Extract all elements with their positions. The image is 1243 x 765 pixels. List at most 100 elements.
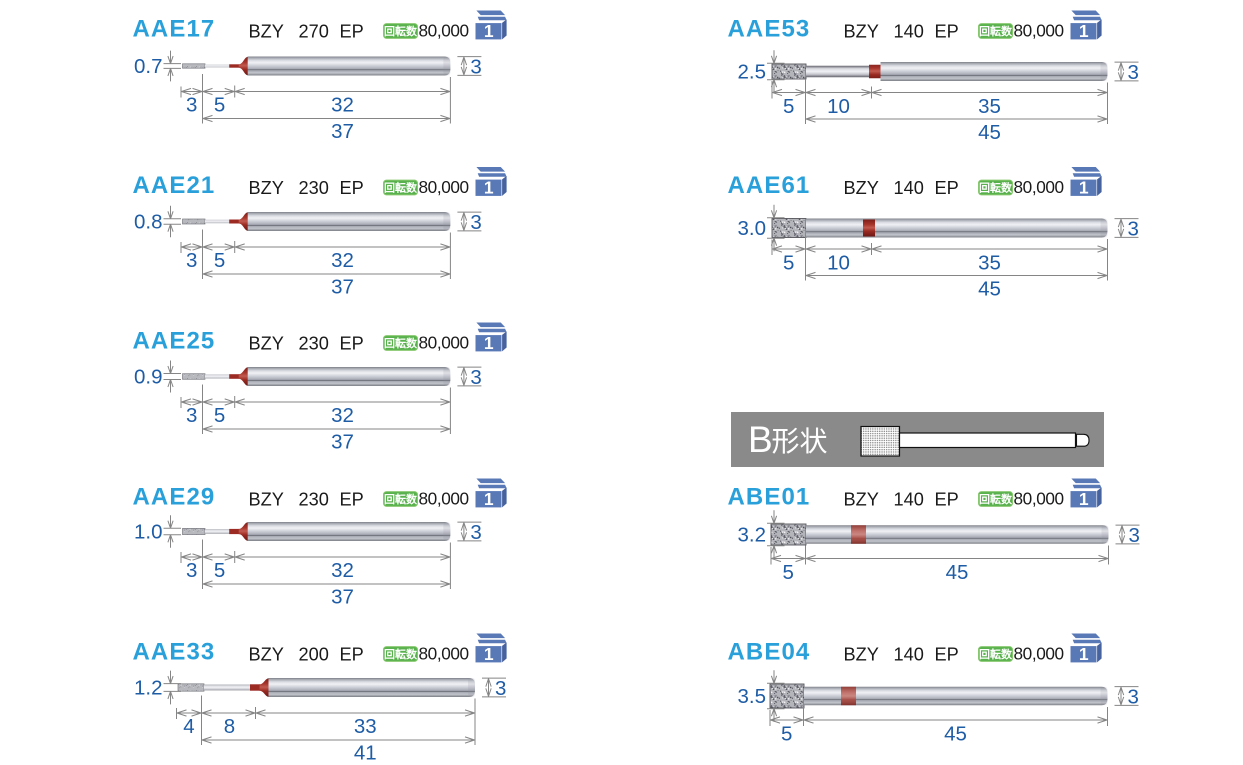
svg-text:3: 3 (470, 366, 481, 389)
svg-text:37: 37 (331, 431, 354, 454)
svg-text:80,000: 80,000 (419, 333, 469, 353)
svg-text:EP: EP (340, 22, 364, 42)
svg-text:3: 3 (470, 211, 481, 234)
svg-text:270: 270 (299, 22, 329, 42)
svg-text:回転数: 回転数 (384, 492, 418, 506)
svg-text:3: 3 (470, 521, 481, 544)
svg-text:EP: EP (935, 645, 959, 665)
svg-text:1.0: 1.0 (134, 521, 163, 544)
svg-text:80,000: 80,000 (419, 177, 469, 197)
svg-text:80,000: 80,000 (419, 489, 469, 509)
svg-text:ABE01: ABE01 (728, 484, 811, 511)
svg-text:AAE17: AAE17 (133, 16, 216, 43)
svg-text:0.8: 0.8 (134, 211, 163, 234)
svg-text:0.9: 0.9 (134, 366, 163, 389)
svg-text:回転数: 回転数 (979, 492, 1013, 506)
svg-text:5: 5 (214, 559, 225, 582)
svg-text:3: 3 (1128, 218, 1139, 241)
svg-text:BZY: BZY (844, 178, 879, 198)
svg-text:3: 3 (1129, 524, 1140, 547)
svg-text:BZY: BZY (249, 645, 284, 665)
svg-text:5: 5 (214, 94, 225, 117)
svg-text:32: 32 (331, 559, 354, 582)
svg-text:1.2: 1.2 (134, 677, 163, 700)
svg-text:80,000: 80,000 (1014, 644, 1064, 664)
svg-text:140: 140 (894, 178, 924, 198)
svg-text:3.0: 3.0 (738, 217, 767, 240)
svg-text:230: 230 (299, 334, 329, 354)
svg-text:5: 5 (214, 404, 225, 427)
svg-text:AAE29: AAE29 (133, 484, 216, 511)
svg-text:BZY: BZY (249, 178, 284, 198)
svg-text:回転数: 回転数 (979, 180, 1013, 194)
svg-text:EP: EP (340, 334, 364, 354)
svg-text:BZY: BZY (249, 490, 284, 510)
svg-text:AAE21: AAE21 (133, 172, 216, 199)
svg-text:AAE25: AAE25 (133, 328, 216, 355)
svg-text:AAE61: AAE61 (728, 172, 811, 199)
svg-text:1: 1 (484, 333, 494, 353)
svg-text:33: 33 (354, 715, 377, 738)
svg-text:回転数: 回転数 (979, 647, 1013, 661)
svg-text:5: 5 (783, 561, 794, 584)
svg-text:BZY: BZY (844, 22, 879, 42)
svg-text:230: 230 (299, 178, 329, 198)
svg-text:4: 4 (183, 715, 194, 738)
svg-text:EP: EP (935, 178, 959, 198)
svg-text:8: 8 (224, 715, 235, 738)
svg-text:230: 230 (299, 490, 329, 510)
svg-text:1: 1 (1079, 21, 1089, 41)
svg-text:AAE53: AAE53 (728, 16, 811, 43)
svg-text:5: 5 (781, 723, 792, 746)
svg-text:1: 1 (484, 644, 494, 664)
svg-text:B: B (748, 419, 773, 460)
svg-text:3: 3 (186, 94, 197, 117)
svg-text:5: 5 (214, 249, 225, 272)
svg-text:35: 35 (978, 95, 1001, 118)
svg-text:3.5: 3.5 (738, 685, 767, 708)
svg-text:1: 1 (1079, 644, 1089, 664)
svg-text:EP: EP (935, 490, 959, 510)
svg-text:41: 41 (354, 742, 377, 765)
svg-text:1: 1 (484, 178, 494, 198)
svg-text:EP: EP (340, 178, 364, 198)
svg-text:BZY: BZY (844, 645, 879, 665)
svg-text:32: 32 (331, 94, 354, 117)
svg-text:3: 3 (1128, 686, 1139, 709)
svg-text:3: 3 (470, 56, 481, 79)
svg-text:形状: 形状 (772, 426, 828, 457)
svg-text:3: 3 (186, 559, 197, 582)
svg-text:回転数: 回転数 (979, 24, 1013, 38)
svg-text:回転数: 回転数 (384, 336, 418, 350)
svg-text:32: 32 (331, 404, 354, 427)
svg-text:37: 37 (331, 276, 354, 299)
svg-text:1: 1 (484, 489, 494, 509)
svg-text:3: 3 (186, 249, 197, 272)
svg-text:EP: EP (935, 22, 959, 42)
svg-text:3: 3 (495, 677, 506, 700)
svg-text:ABE04: ABE04 (728, 639, 811, 666)
svg-text:回転数: 回転数 (384, 24, 418, 38)
svg-text:80,000: 80,000 (419, 644, 469, 664)
svg-text:45: 45 (978, 121, 1001, 144)
svg-text:0.7: 0.7 (134, 55, 163, 78)
svg-text:1: 1 (1079, 489, 1089, 509)
svg-text:10: 10 (827, 95, 850, 118)
svg-text:80,000: 80,000 (419, 21, 469, 41)
svg-text:80,000: 80,000 (1014, 21, 1064, 41)
svg-text:37: 37 (331, 120, 354, 143)
svg-text:3: 3 (186, 404, 197, 427)
svg-text:200: 200 (299, 645, 329, 665)
svg-text:5: 5 (783, 95, 794, 118)
svg-text:2.5: 2.5 (738, 61, 767, 84)
svg-text:3.2: 3.2 (738, 524, 767, 547)
svg-text:35: 35 (978, 252, 1001, 275)
svg-text:BZY: BZY (844, 490, 879, 510)
svg-text:140: 140 (894, 22, 924, 42)
svg-text:3: 3 (1128, 61, 1139, 84)
svg-text:回転数: 回転数 (384, 647, 418, 661)
svg-text:1: 1 (484, 21, 494, 41)
svg-text:45: 45 (978, 278, 1001, 301)
svg-text:37: 37 (331, 586, 354, 609)
svg-text:EP: EP (340, 645, 364, 665)
